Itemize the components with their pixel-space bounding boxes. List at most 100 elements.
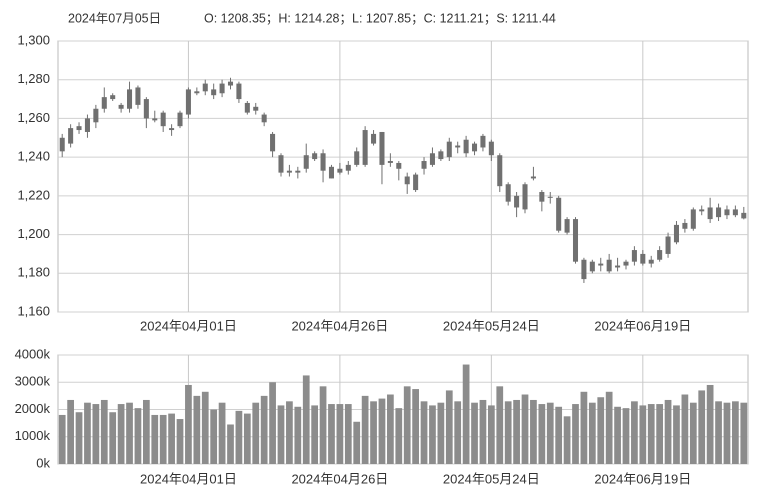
volume-bar [555, 406, 563, 464]
volume-bar [706, 384, 714, 464]
candle-body [488, 141, 494, 156]
candle-body [110, 95, 116, 100]
volume-bar [723, 402, 731, 464]
candle-body [699, 209, 705, 212]
candle-body [615, 265, 621, 268]
candle-body [724, 209, 730, 216]
volume-bar [605, 391, 613, 464]
volume-bar [698, 390, 706, 464]
candle-body [185, 89, 191, 115]
volume-bar [252, 402, 260, 464]
candle-body [68, 128, 74, 144]
candle-body [387, 161, 393, 163]
volume-bar [109, 412, 117, 464]
volume-bar [664, 399, 672, 464]
volume-bar [260, 395, 268, 464]
y-tick-label: 1,260 [17, 110, 50, 125]
candle-body [135, 87, 141, 105]
candle-body [556, 197, 562, 231]
x-tick-label: 2024年05月24日 [443, 318, 540, 333]
volume-bar [227, 424, 234, 464]
candle-body [589, 261, 595, 272]
volume-bar [647, 404, 655, 464]
x-tick-label: 2024年04月26日 [291, 318, 388, 333]
y-tick-label: 1,300 [17, 32, 50, 47]
y-tick-label: 1,220 [17, 187, 50, 202]
volume-bar [67, 399, 74, 464]
volume-bar [588, 402, 596, 464]
volume-bar [302, 375, 310, 464]
candle-body [657, 250, 663, 260]
volume-bar [243, 413, 251, 464]
candle-body [716, 207, 722, 218]
candle-body [539, 191, 545, 202]
volume-bar [412, 389, 419, 464]
volume-bar [269, 382, 276, 464]
candle-body [446, 141, 452, 158]
candle-body [530, 176, 536, 179]
candle-body [631, 250, 637, 262]
volume-bar [521, 394, 529, 464]
candle-body [118, 104, 124, 109]
candle-body [169, 128, 175, 131]
candle-body [278, 155, 284, 173]
y-tick-label: 1,280 [17, 71, 50, 86]
tooltip-ohlc: O: 1208.35；H: 1214.28；L: 1207.85；C: 1211… [204, 11, 556, 25]
volume-bar [504, 401, 512, 464]
candle-body [741, 212, 747, 219]
volume-bar [210, 409, 218, 464]
candle-body [219, 83, 225, 94]
candle-body [497, 155, 503, 187]
volume-bar [218, 402, 226, 464]
volume-bar [168, 413, 175, 464]
candle-body [177, 112, 183, 127]
y-tick-label: 1,160 [17, 303, 50, 318]
candle-body [598, 263, 604, 266]
candle-body [194, 91, 200, 94]
volume-bar [496, 386, 504, 464]
volume-bar [117, 404, 125, 464]
x-tick-label: 2024年04月26日 [291, 471, 388, 486]
x-tick-label: 2024年04月01日 [140, 318, 237, 333]
candle-body [312, 153, 318, 160]
tooltip-date: 2024年07月05日 [68, 11, 161, 25]
candle-body [707, 207, 713, 220]
volume-bar [513, 399, 520, 464]
candle-body [101, 97, 107, 109]
candle-body [379, 131, 385, 165]
volume-bar [437, 402, 445, 464]
candle-body [472, 143, 478, 152]
volume-bar [176, 419, 184, 464]
candle-body [152, 118, 158, 121]
volume-bar [454, 401, 462, 464]
y-tick-label: 1000k [15, 428, 51, 443]
volume-bar [597, 397, 605, 464]
y-tick-label: 4000k [15, 346, 51, 361]
candle-body [320, 153, 326, 171]
candle-body [640, 253, 646, 264]
volume-bar [159, 414, 167, 464]
candle-body [303, 155, 309, 169]
candle-body [59, 137, 65, 152]
volume-bar [471, 402, 478, 464]
volume-bar [622, 408, 630, 464]
volume-bar [193, 395, 201, 464]
candle-body [227, 81, 234, 86]
candle-body [236, 83, 242, 100]
volume-bar [538, 404, 546, 464]
y-tick-label: 3000k [15, 374, 51, 389]
candle-body [286, 170, 292, 173]
volume-bar [378, 398, 386, 464]
plot-frame [57, 40, 749, 313]
candle-body [253, 106, 259, 111]
candle-body [682, 222, 688, 229]
volume-bar [715, 401, 722, 464]
volume-bar [479, 399, 487, 464]
volume-bar [462, 364, 470, 464]
candle-body [606, 259, 612, 272]
candle-body [404, 176, 410, 185]
volume-bar [277, 405, 285, 464]
candle-body [514, 195, 520, 208]
volume-bar [487, 405, 495, 464]
